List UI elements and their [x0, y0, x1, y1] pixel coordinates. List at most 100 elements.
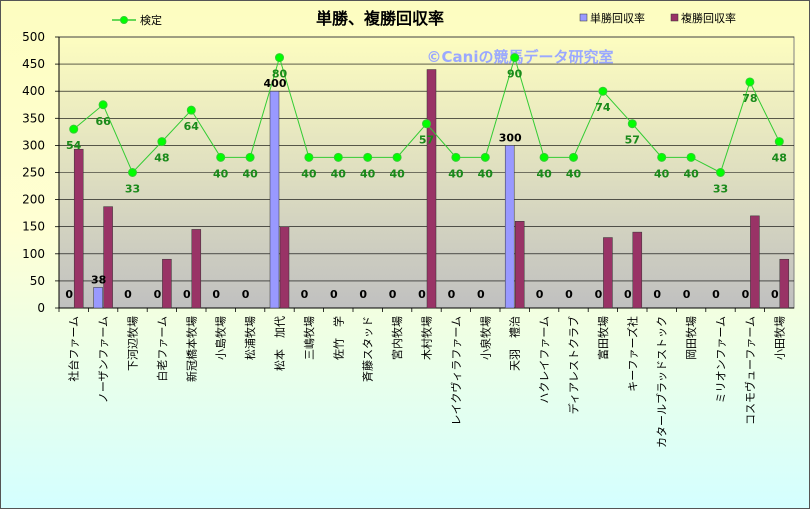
x-category-label: ハクレイファーム: [538, 316, 551, 404]
place-bar: [103, 206, 113, 309]
win-data-label: 0: [624, 288, 632, 301]
win-data-label: 0: [742, 288, 750, 301]
line-data-label: 54: [66, 139, 82, 152]
x-category-label: 松本 加代: [273, 316, 287, 371]
line-data-label: 64: [184, 120, 200, 133]
line-point: [686, 152, 696, 162]
y-tick-label: 350: [22, 111, 45, 125]
win-data-label: 0: [418, 288, 426, 301]
line-point: [569, 152, 578, 162]
x-category-label: 下河辺牧場: [126, 316, 140, 371]
win-data-label: 0: [154, 288, 162, 301]
x-category-label: ノーザンファーム: [97, 316, 110, 403]
line-data-label: 40: [389, 167, 405, 180]
line-data-label: 90: [507, 68, 523, 81]
win-data-label: 0: [330, 288, 338, 301]
win-bar: [269, 90, 280, 309]
line-data-label: 40: [683, 167, 699, 180]
win-data-label: 300: [499, 131, 522, 144]
line-point: [333, 152, 343, 162]
line-data-label: 66: [95, 115, 111, 128]
line-data-label: 74: [595, 101, 611, 114]
win-bar: [504, 145, 515, 309]
line-data-label: 40: [478, 167, 494, 180]
place-bar: [750, 215, 760, 309]
line-point: [716, 168, 725, 177]
bars: [58, 69, 790, 312]
win-data-label: 0: [212, 288, 220, 301]
line-data-label: 40: [331, 167, 347, 180]
legend: 検定 単勝回収率 複勝回収率: [112, 11, 736, 27]
x-category-label: カタールブラッドストック: [655, 316, 669, 448]
line-point: [392, 152, 402, 162]
line-data-label: 40: [360, 167, 376, 180]
win-data-label: 0: [536, 288, 544, 301]
y-tick-label: 150: [22, 220, 45, 234]
place-bar: [162, 258, 172, 309]
line-data-label: 40: [536, 167, 552, 180]
win-data-label: 0: [565, 288, 573, 301]
place-bar: [632, 231, 643, 309]
line-point: [480, 152, 490, 162]
x-category-label: ディアレストクラブ: [567, 316, 581, 414]
win-data-label: 0: [242, 288, 250, 301]
line-data-label: 78: [742, 92, 757, 105]
legend-place-label: 複勝回収率: [681, 11, 736, 25]
line-data-label: 40: [242, 167, 258, 180]
x-category-label: ミリオンファーム: [715, 316, 728, 403]
win-data-label: 400: [264, 77, 287, 90]
y-tick-label: 250: [22, 166, 45, 180]
x-category-label: 宮内牧場: [390, 316, 404, 360]
line-point: [774, 137, 784, 147]
line-point: [98, 100, 108, 110]
line-data-label: 48: [154, 152, 169, 165]
line-point: [275, 53, 284, 63]
place-bar: [426, 69, 437, 309]
legend-line-marker: [120, 16, 128, 24]
x-category-label: 新冠橋本牧場: [184, 316, 198, 382]
legend-place-swatch: [670, 13, 679, 22]
line-data-label: 33: [125, 183, 140, 196]
line-point: [451, 152, 461, 162]
line-point: [128, 168, 137, 177]
legend-win-swatch: [579, 13, 588, 22]
x-category-label: 岡田牧場: [684, 316, 698, 360]
line-data-label: 48: [772, 152, 787, 165]
line-data-label: 40: [448, 167, 464, 180]
place-bar: [73, 148, 84, 309]
x-category-label: 木村牧場: [420, 316, 434, 360]
y-tick-label: 300: [22, 138, 45, 152]
win-data-label: 0: [65, 288, 73, 301]
line-data-label: 33: [713, 183, 728, 196]
watermark-text: ©Caniの競馬データ研究室: [427, 48, 614, 66]
y-tick-label: 450: [22, 57, 45, 71]
line-point: [304, 152, 314, 162]
line-data-label: 80: [272, 68, 288, 81]
x-axis-categories: 社台ファーム ノーザンファーム 下河辺牧場 白老ファーム 新冠橋本牧場 小島牧場 松浦牧場 松…: [67, 316, 787, 448]
win-data-label: 0: [183, 288, 191, 301]
x-category-label: 佐竹 学: [331, 316, 345, 360]
line-point: [657, 152, 667, 162]
win-data-label: 0: [595, 288, 603, 301]
line-point: [245, 152, 255, 162]
y-tick-label: 50: [30, 274, 45, 288]
x-category-label: 小島牧場: [214, 316, 228, 360]
y-tick-label: 100: [22, 247, 45, 261]
win-data-label: 0: [712, 288, 720, 301]
win-bar: [93, 287, 103, 309]
win-data-label: 0: [301, 288, 309, 301]
place-bar: [779, 258, 790, 309]
line-point: [598, 86, 608, 96]
line-point: [422, 119, 431, 129]
win-data-label: 0: [389, 288, 397, 301]
win-data-label: 38: [91, 273, 106, 286]
line-point: [627, 119, 637, 129]
line-series: [69, 53, 784, 177]
win-data-label: 0: [477, 288, 485, 301]
x-category-label: 三嶋牧場: [302, 316, 316, 360]
line-point: [186, 105, 196, 115]
line-data-label: 40: [654, 167, 670, 180]
line-data-label: 57: [625, 134, 640, 147]
win-data-label: 0: [124, 288, 132, 301]
